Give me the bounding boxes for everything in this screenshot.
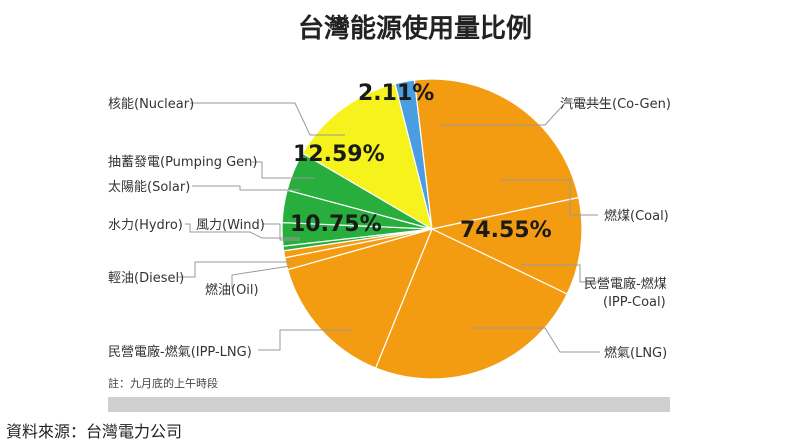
label-oil: 燃油(Oil) — [205, 282, 259, 298]
label-solar: 太陽能(Solar) — [108, 180, 190, 195]
label-lng: 燃氣(LNG) — [604, 345, 667, 361]
pct-fossil: 74.55% — [460, 218, 552, 243]
label-coal: 燃煤(Coal) — [604, 208, 669, 224]
label-diesel: 輕油(Diesel) — [108, 271, 184, 286]
slice-coal — [413, 78, 580, 230]
label-ipp-coal-1: 民營電廠-燃煤 — [584, 276, 667, 292]
slice-ipp_coal — [430, 196, 583, 295]
chart-title: 台灣能源使用量比例 — [298, 13, 532, 44]
leader-lines — [178, 102, 610, 353]
footnote: 註：九月底的上午時段 — [108, 376, 218, 390]
slice-nuclear — [301, 82, 433, 231]
label-hydro: 水力(Hydro) — [108, 218, 183, 233]
pct-renewable: 10.75% — [290, 212, 382, 237]
label-pumping: 抽蓄發電(Pumping Gen) — [108, 155, 257, 170]
label-ipp-coal-2: (IPP-Coal) — [603, 295, 666, 310]
slice-ipp_lng — [286, 228, 434, 369]
label-ipp-lng: 民營電廠-燃氣(IPP-LNG) — [108, 344, 252, 360]
slice-lng — [374, 228, 568, 380]
pct-cogen: 2.11% — [358, 81, 434, 106]
label-nuclear: 核能(Nuclear) — [108, 97, 194, 112]
label-cogen: 汽電共生(Co-Gen) — [560, 97, 671, 112]
source-text: 資料來源：台灣電力公司 — [6, 422, 182, 441]
label-wind: 風力(Wind) — [196, 218, 265, 233]
pct-nuclear: 12.59% — [293, 142, 385, 167]
footer-bar — [108, 397, 670, 412]
